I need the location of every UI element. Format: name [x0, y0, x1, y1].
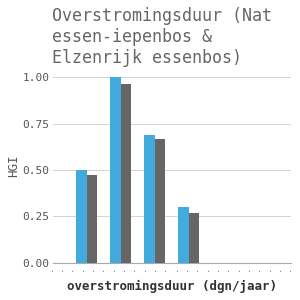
- Bar: [76, 170, 86, 262]
- Bar: [154, 140, 165, 262]
- Bar: [144, 135, 154, 262]
- Bar: [86, 175, 98, 262]
- Bar: [110, 77, 121, 262]
- Text: Overstromingsduur (Nat
essen-iepenbos &
Elzenrijk essenbos): Overstromingsduur (Nat essen-iepenbos & …: [52, 7, 272, 67]
- Bar: [121, 84, 131, 262]
- Bar: [178, 207, 188, 262]
- Y-axis label: HGI: HGI: [7, 154, 20, 177]
- Bar: [188, 213, 200, 262]
- X-axis label: overstromingsduur (dgn/jaar): overstromingsduur (dgn/jaar): [67, 280, 277, 293]
